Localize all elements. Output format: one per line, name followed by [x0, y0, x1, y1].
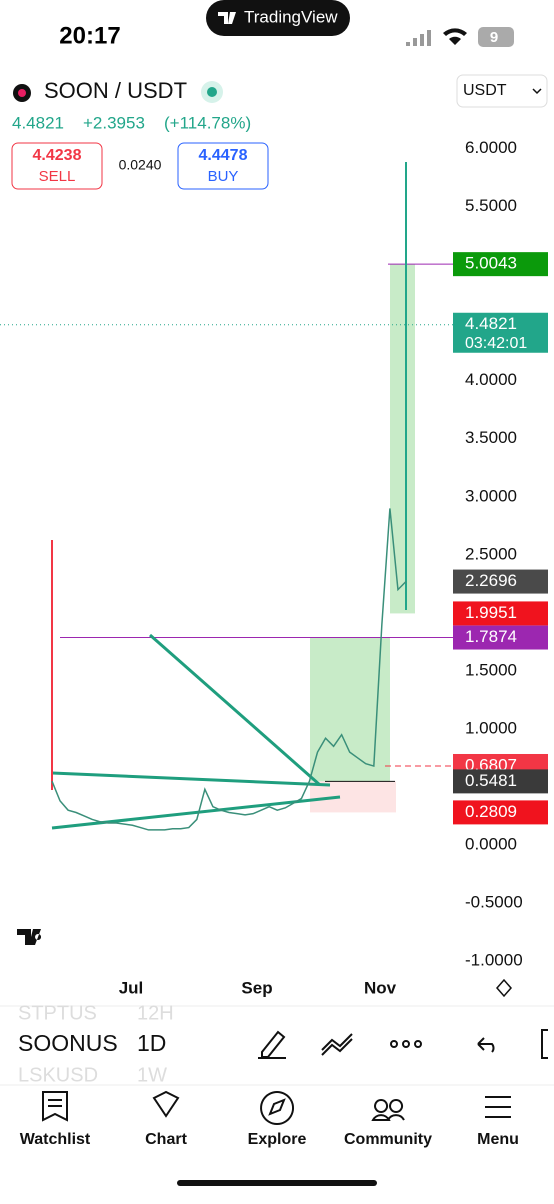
interval[interactable]: 1D — [137, 1030, 166, 1056]
y-tick-label: 1.5000 — [465, 660, 517, 679]
y-tick-label: 2.5000 — [465, 544, 517, 563]
app-name: TradingView — [244, 7, 338, 26]
spread: 0.0240 — [119, 157, 162, 173]
price-label-box — [453, 625, 548, 650]
price-label-box — [453, 800, 548, 825]
nav-label[interactable]: Explore — [248, 1131, 307, 1148]
battery — [478, 27, 514, 47]
toolbar: STPTUS 12H SOONUS 1D LSKUSD 1W — [18, 1002, 174, 1086]
watermark — [17, 929, 42, 945]
clock: 20:17 — [59, 22, 120, 49]
change: +2.3953 — [83, 113, 145, 132]
price-line — [51, 508, 407, 831]
price-label: 1.9951 — [465, 603, 517, 622]
nav-label[interactable]: Menu — [477, 1131, 519, 1148]
buy-price: 4.4478 — [199, 147, 248, 164]
price-label: 1.7874 — [465, 627, 517, 646]
y-tick-label: 3.0000 — [465, 486, 517, 505]
buy-button[interactable] — [177, 142, 269, 190]
change-percent: (+114.78%) — [164, 113, 251, 132]
price-label: 0.2809 — [465, 802, 517, 821]
symbol[interactable]: SOON / USDT — [44, 78, 187, 103]
nav-label[interactable]: Community — [344, 1131, 432, 1148]
trend-line — [51, 771, 331, 787]
fullscreen-icon[interactable] — [541, 1029, 548, 1059]
trend-line — [149, 633, 321, 787]
tv-logo — [218, 12, 236, 24]
last-price: 4.4821 — [12, 113, 64, 132]
y-tick-label: -1.0000 — [465, 951, 523, 970]
chart: 6.0000 5.5000 4.0000 3.5000 3.0000 2.5000 1.50… — [0, 138, 548, 997]
currency: USDT — [463, 82, 507, 99]
chevron — [532, 88, 542, 95]
position-zone — [390, 264, 415, 614]
price-label: 5.0043 — [465, 254, 517, 273]
price-label: 4.4821 — [465, 314, 517, 333]
sell-button[interactable] — [11, 142, 103, 190]
nav-icon[interactable] — [371, 1099, 405, 1121]
wifi — [443, 28, 467, 45]
symbol[interactable]: SOONUS — [18, 1030, 118, 1056]
y-tick-label: 3.5000 — [465, 428, 517, 447]
nav-bar: Watchlist Chart Explore Community Menu — [20, 1090, 519, 1148]
price-label-box — [453, 769, 548, 794]
draw-icon[interactable] — [258, 1030, 286, 1059]
price-label: 0.5481 — [465, 771, 517, 790]
y-tick-label: 5.5000 — [465, 196, 517, 215]
sell-label: SELL — [39, 168, 76, 185]
x-tick-label: Nov — [364, 978, 397, 997]
x-tick-label: Sep — [241, 978, 272, 997]
symbol[interactable]: STPTUS — [18, 1002, 97, 1024]
nav-icon[interactable] — [42, 1091, 68, 1122]
nav-icon[interactable] — [152, 1090, 180, 1118]
price-label-box — [453, 252, 548, 277]
y-tick-label: 6.0000 — [465, 138, 517, 157]
nav-label[interactable]: Chart — [145, 1131, 187, 1148]
nav-label[interactable]: Watchlist — [20, 1131, 91, 1148]
trend-line — [51, 795, 341, 830]
undo-icon[interactable] — [477, 1037, 495, 1053]
y-tick-label: 1.0000 — [465, 718, 517, 737]
buy-label: BUY — [208, 168, 239, 185]
position-zone — [310, 637, 390, 782]
more-icon[interactable] — [390, 1040, 422, 1048]
price-label: 2.2696 — [465, 571, 517, 590]
interval[interactable]: 12H — [137, 1002, 174, 1024]
y-tick-label: -0.5000 — [465, 893, 523, 912]
symbol[interactable]: LSKUSD — [18, 1064, 98, 1086]
nav-icon[interactable] — [485, 1096, 511, 1118]
position-zone — [310, 781, 396, 813]
nav-icon[interactable] — [260, 1091, 295, 1125]
currency-select[interactable] — [456, 74, 548, 108]
y-tick-label: 4.0000 — [465, 370, 517, 389]
price-label-box — [453, 312, 548, 353]
indicators-icon[interactable] — [321, 1033, 353, 1056]
sell-price: 4.4238 — [33, 147, 82, 164]
price-label-box — [453, 601, 548, 626]
coin-icon-dot — [18, 89, 26, 97]
x-tick-label: Jul — [119, 978, 144, 997]
price-label-box — [453, 569, 548, 594]
countdown: 03:42:01 — [465, 335, 527, 352]
signal — [406, 30, 431, 46]
interval[interactable]: 1W — [137, 1064, 167, 1086]
battery-level: 9 — [490, 29, 498, 46]
market-status-dot — [207, 87, 217, 97]
y-tick-label: 0.0000 — [465, 834, 517, 853]
app-pill — [206, 0, 350, 36]
settings-icon[interactable] — [496, 978, 512, 998]
home-indicator — [177, 1180, 377, 1186]
